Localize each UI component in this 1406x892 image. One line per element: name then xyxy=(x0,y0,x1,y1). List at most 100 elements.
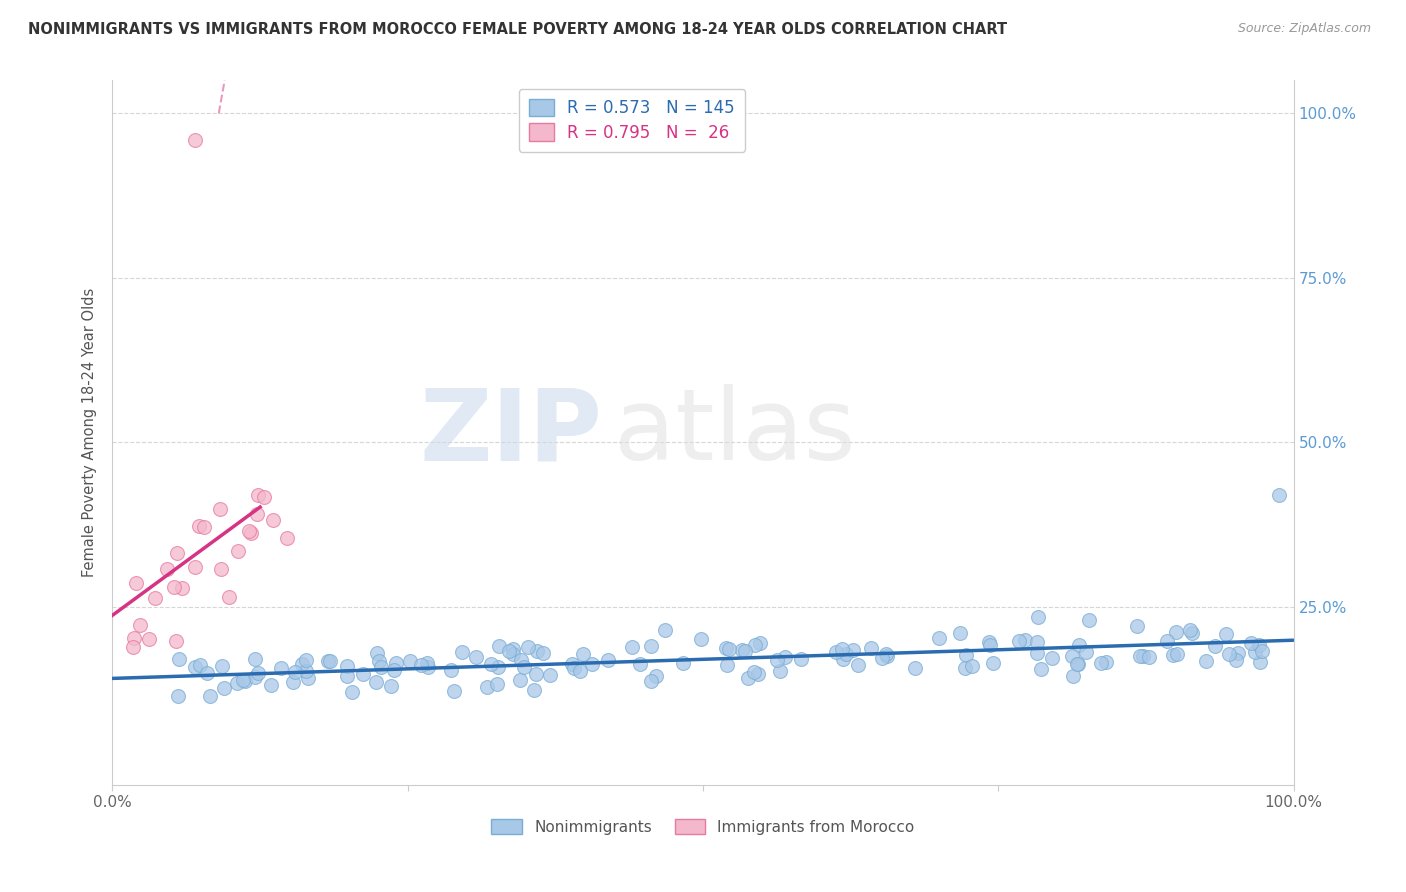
Point xyxy=(502,642,524,657)
Point xyxy=(184,132,207,146)
Point xyxy=(398,654,420,668)
Y-axis label: Female Poverty Among 18-24 Year Olds: Female Poverty Among 18-24 Year Olds xyxy=(82,288,97,577)
Point xyxy=(226,543,249,558)
Point xyxy=(716,657,738,672)
Point xyxy=(513,660,536,674)
Point xyxy=(737,671,759,685)
Point xyxy=(281,675,304,690)
Point xyxy=(714,640,737,655)
Point xyxy=(955,648,977,663)
Point xyxy=(188,519,211,533)
Point xyxy=(628,657,651,672)
Point xyxy=(290,657,312,672)
Text: NONIMMIGRANTS VS IMMIGRANTS FROM MOROCCO FEMALE POVERTY AMONG 18-24 YEAR OLDS CO: NONIMMIGRANTS VS IMMIGRANTS FROM MOROCCO… xyxy=(28,22,1007,37)
Point xyxy=(1031,662,1053,676)
Point xyxy=(498,644,520,658)
Point xyxy=(640,673,662,688)
Point xyxy=(1042,650,1064,665)
Point xyxy=(1090,656,1112,670)
Point xyxy=(640,639,662,653)
Point xyxy=(870,651,893,665)
Point xyxy=(128,618,150,632)
Point xyxy=(238,524,260,539)
Point xyxy=(409,657,432,672)
Point xyxy=(846,657,869,672)
Point xyxy=(165,633,187,648)
Point xyxy=(517,640,540,654)
Point xyxy=(211,659,233,673)
Point xyxy=(620,640,643,654)
Point xyxy=(981,657,1004,671)
Point xyxy=(1066,657,1088,671)
Point xyxy=(156,561,179,575)
Point xyxy=(953,661,976,675)
Point xyxy=(645,668,668,682)
Point xyxy=(195,665,218,680)
Point xyxy=(276,531,298,545)
Point xyxy=(1204,639,1226,653)
Point xyxy=(1025,634,1047,648)
Point xyxy=(568,664,591,678)
Point xyxy=(124,632,146,646)
Point xyxy=(1025,646,1047,660)
Point xyxy=(316,654,339,668)
Point xyxy=(1244,645,1267,659)
Point xyxy=(1240,636,1263,650)
Point xyxy=(193,520,215,534)
Point xyxy=(510,652,533,666)
Point xyxy=(366,647,388,661)
Point xyxy=(475,680,498,694)
Point xyxy=(262,513,284,527)
Text: ZIP: ZIP xyxy=(420,384,603,481)
Point xyxy=(1067,638,1090,652)
Point xyxy=(1026,610,1049,624)
Point xyxy=(1014,632,1036,647)
Point xyxy=(654,623,676,637)
Point xyxy=(418,660,440,674)
Point xyxy=(284,665,307,680)
Point xyxy=(170,581,193,595)
Point xyxy=(731,643,754,657)
Point xyxy=(1249,638,1271,652)
Point xyxy=(1181,626,1204,640)
Point xyxy=(225,676,247,690)
Point xyxy=(440,663,463,677)
Point xyxy=(747,666,769,681)
Point xyxy=(1060,648,1083,663)
Point xyxy=(571,648,593,662)
Point xyxy=(749,635,772,649)
Point xyxy=(1227,647,1250,661)
Point xyxy=(246,488,269,502)
Point xyxy=(232,673,254,687)
Point xyxy=(1161,648,1184,662)
Point xyxy=(596,653,619,667)
Point xyxy=(246,508,269,522)
Point xyxy=(295,653,318,667)
Point xyxy=(246,665,269,680)
Point xyxy=(209,501,232,516)
Point xyxy=(744,638,766,652)
Point xyxy=(188,657,211,672)
Point xyxy=(1178,623,1201,637)
Point xyxy=(1249,656,1271,670)
Point xyxy=(297,671,319,685)
Point xyxy=(1008,633,1031,648)
Point xyxy=(690,632,713,647)
Point xyxy=(1062,669,1084,683)
Point xyxy=(790,652,813,666)
Point xyxy=(734,643,756,657)
Point xyxy=(672,656,695,670)
Point xyxy=(1126,619,1149,633)
Point xyxy=(183,659,205,673)
Point xyxy=(485,677,508,691)
Point xyxy=(370,660,392,674)
Point xyxy=(1076,645,1098,659)
Point xyxy=(233,673,256,688)
Point xyxy=(928,631,950,645)
Point xyxy=(1132,648,1154,663)
Point xyxy=(138,632,160,646)
Point xyxy=(773,650,796,665)
Point xyxy=(1225,652,1247,666)
Point xyxy=(163,581,186,595)
Point xyxy=(769,664,792,678)
